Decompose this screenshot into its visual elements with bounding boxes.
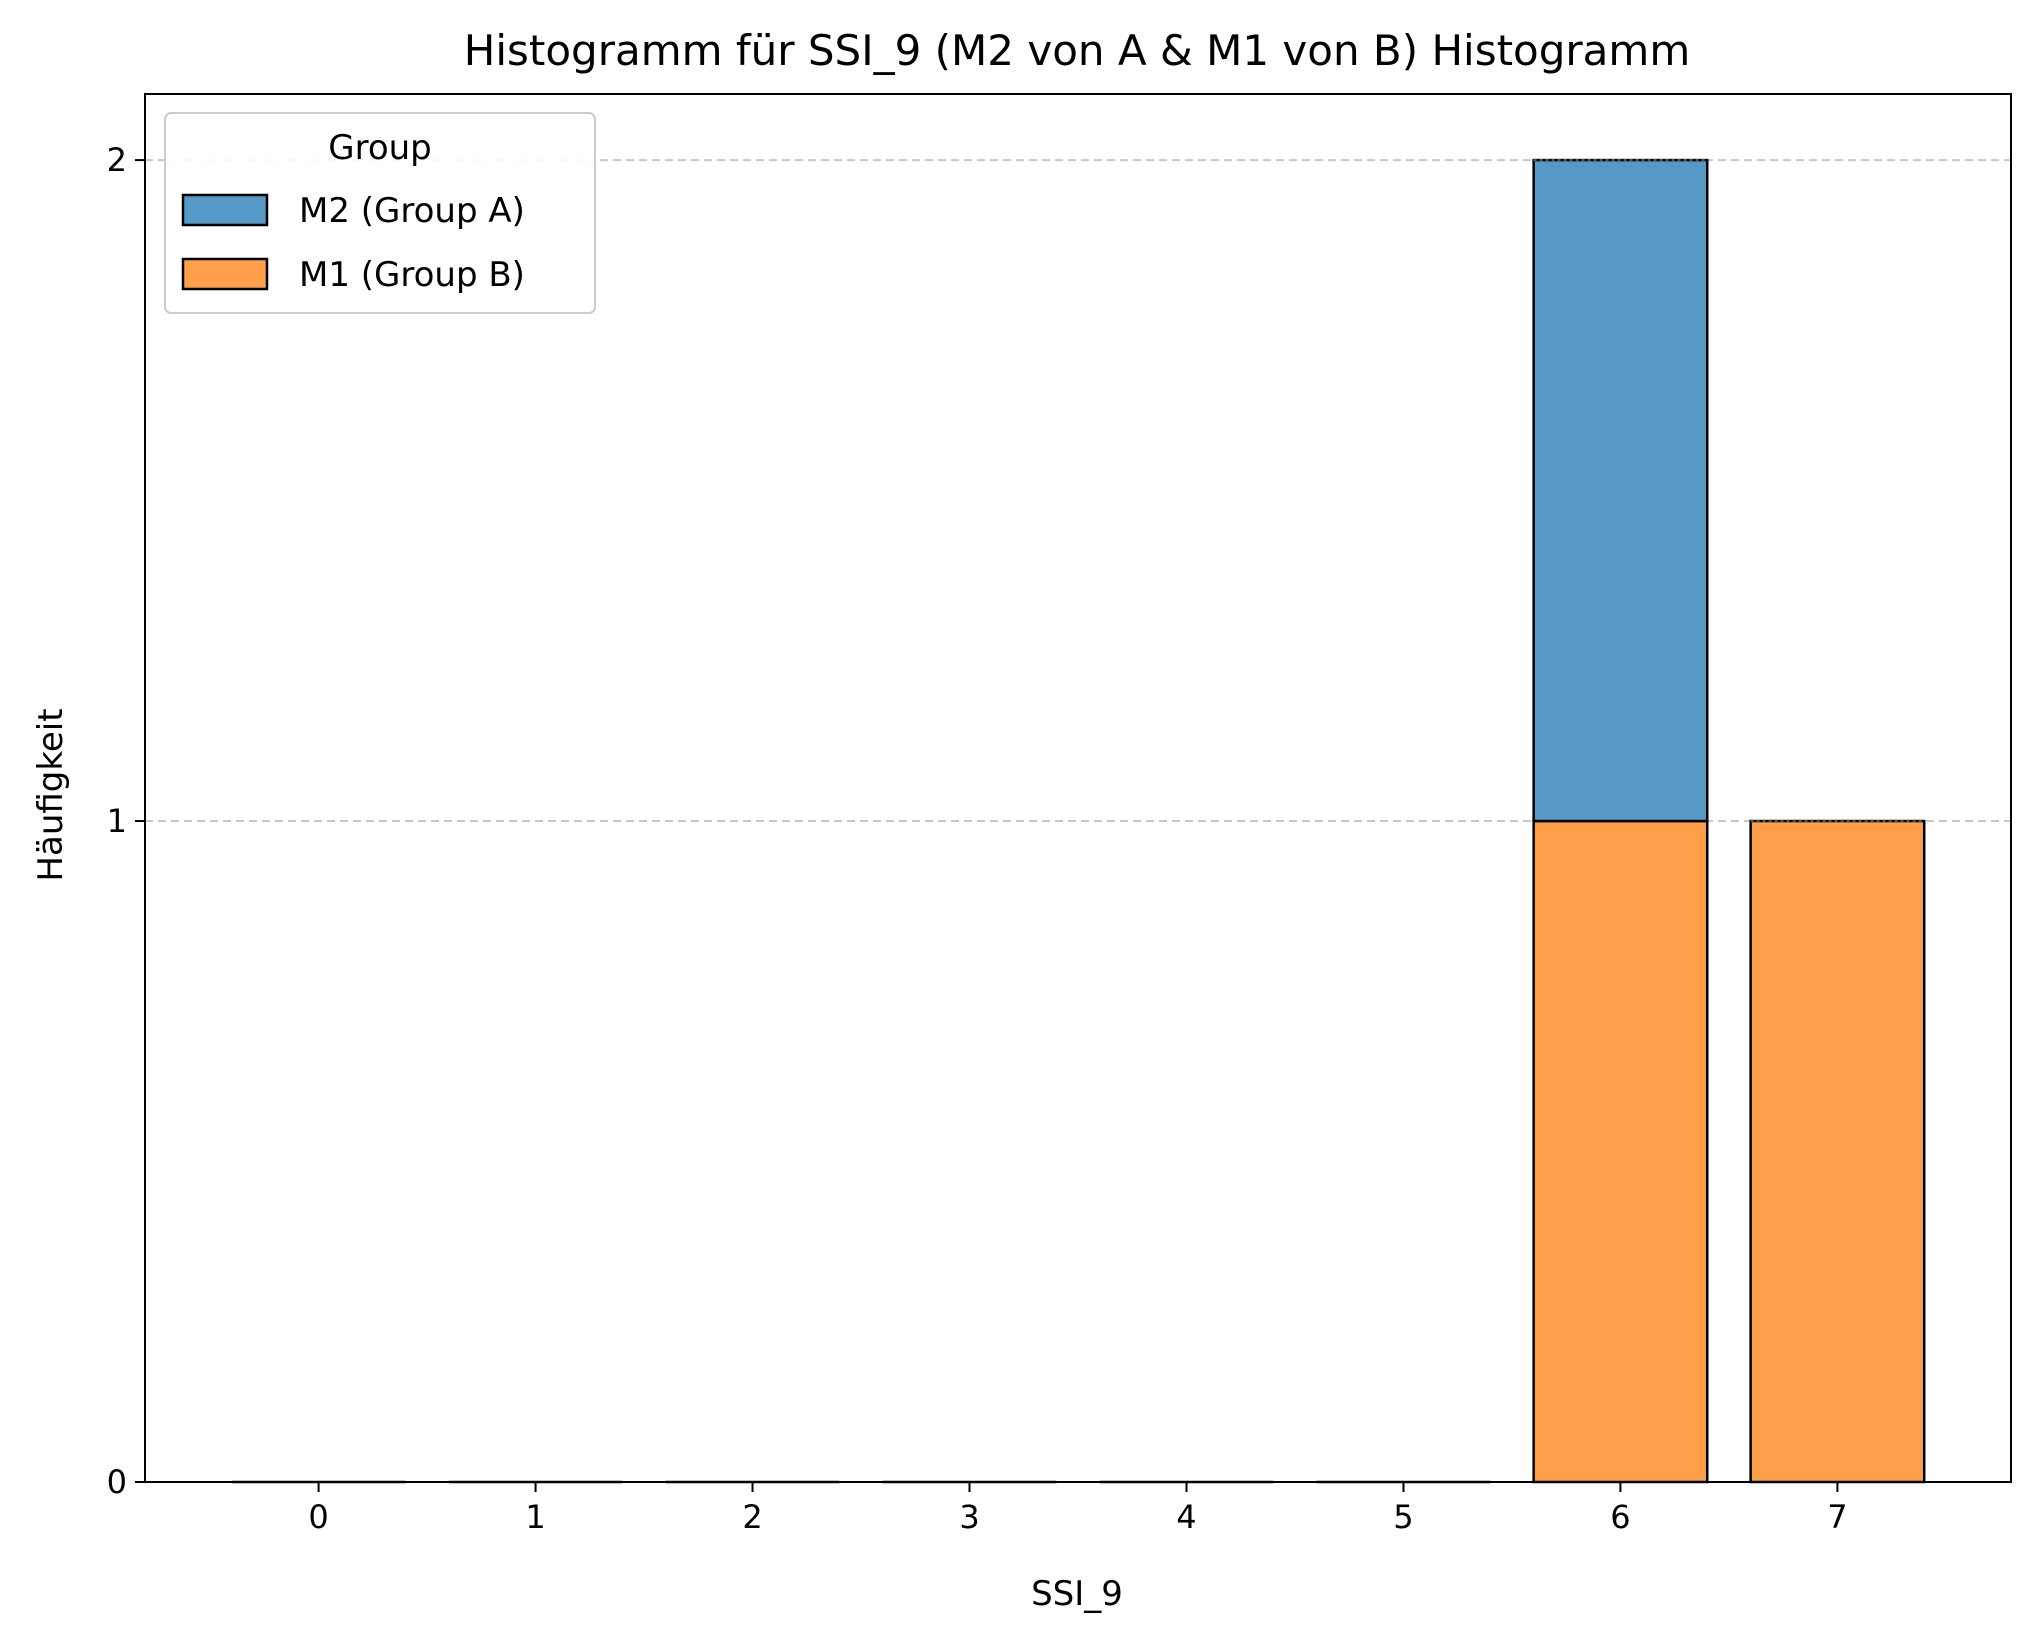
x-tick-label-2: 2 [742,1498,762,1536]
y-axis-ticks: 0 1 2 [107,141,145,1501]
bar-6-series-1 [1532,158,1709,823]
x-tick-label-5: 5 [1393,1498,1413,1536]
legend-swatch-0 [181,193,269,227]
plot-frame [144,93,2012,1483]
y-axis-label: Häufigkeit [31,708,71,881]
y-tick-label-1: 1 [107,802,127,840]
legend-label-1: M1 (Group B) [299,255,525,295]
x-axis-ticks: 0 1 2 3 4 5 6 7 [308,1482,1848,1536]
x-tick-label-0: 0 [308,1498,328,1536]
x-tick-label-6: 6 [1610,1498,1630,1536]
legend-label-0: M2 (Group A) [299,191,525,231]
bars [231,158,1926,1484]
legend-title: Group [328,128,432,168]
bar-6-series-0 [1532,819,1709,1484]
legend: Group M2 (Group A) M1 (Group B) [164,112,596,314]
legend-box [164,112,596,314]
x-tick-label-3: 3 [959,1498,979,1536]
chart-title: Histogramm für SSI_9 (M2 von A & M1 von … [464,26,1691,75]
y-tick-label-0: 0 [107,1463,127,1501]
y-tick-label-2: 2 [107,141,127,179]
x-tick-label-1: 1 [525,1498,545,1536]
x-tick-label-7: 7 [1827,1498,1847,1536]
legend-swatch-1 [181,257,269,291]
x-axis-label: SSI_9 [1031,1574,1123,1614]
bar-7-series-0 [1749,819,1926,1484]
x-tick-label-4: 4 [1176,1498,1196,1536]
